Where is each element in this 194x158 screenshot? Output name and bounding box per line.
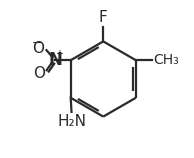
- Text: −: −: [32, 36, 43, 49]
- Text: N: N: [48, 51, 62, 69]
- Text: H₂N: H₂N: [58, 114, 87, 129]
- Text: CH₃: CH₃: [153, 53, 179, 67]
- Text: O: O: [34, 67, 46, 82]
- Text: F: F: [99, 10, 108, 25]
- Text: O: O: [32, 41, 44, 56]
- Text: +: +: [55, 49, 63, 59]
